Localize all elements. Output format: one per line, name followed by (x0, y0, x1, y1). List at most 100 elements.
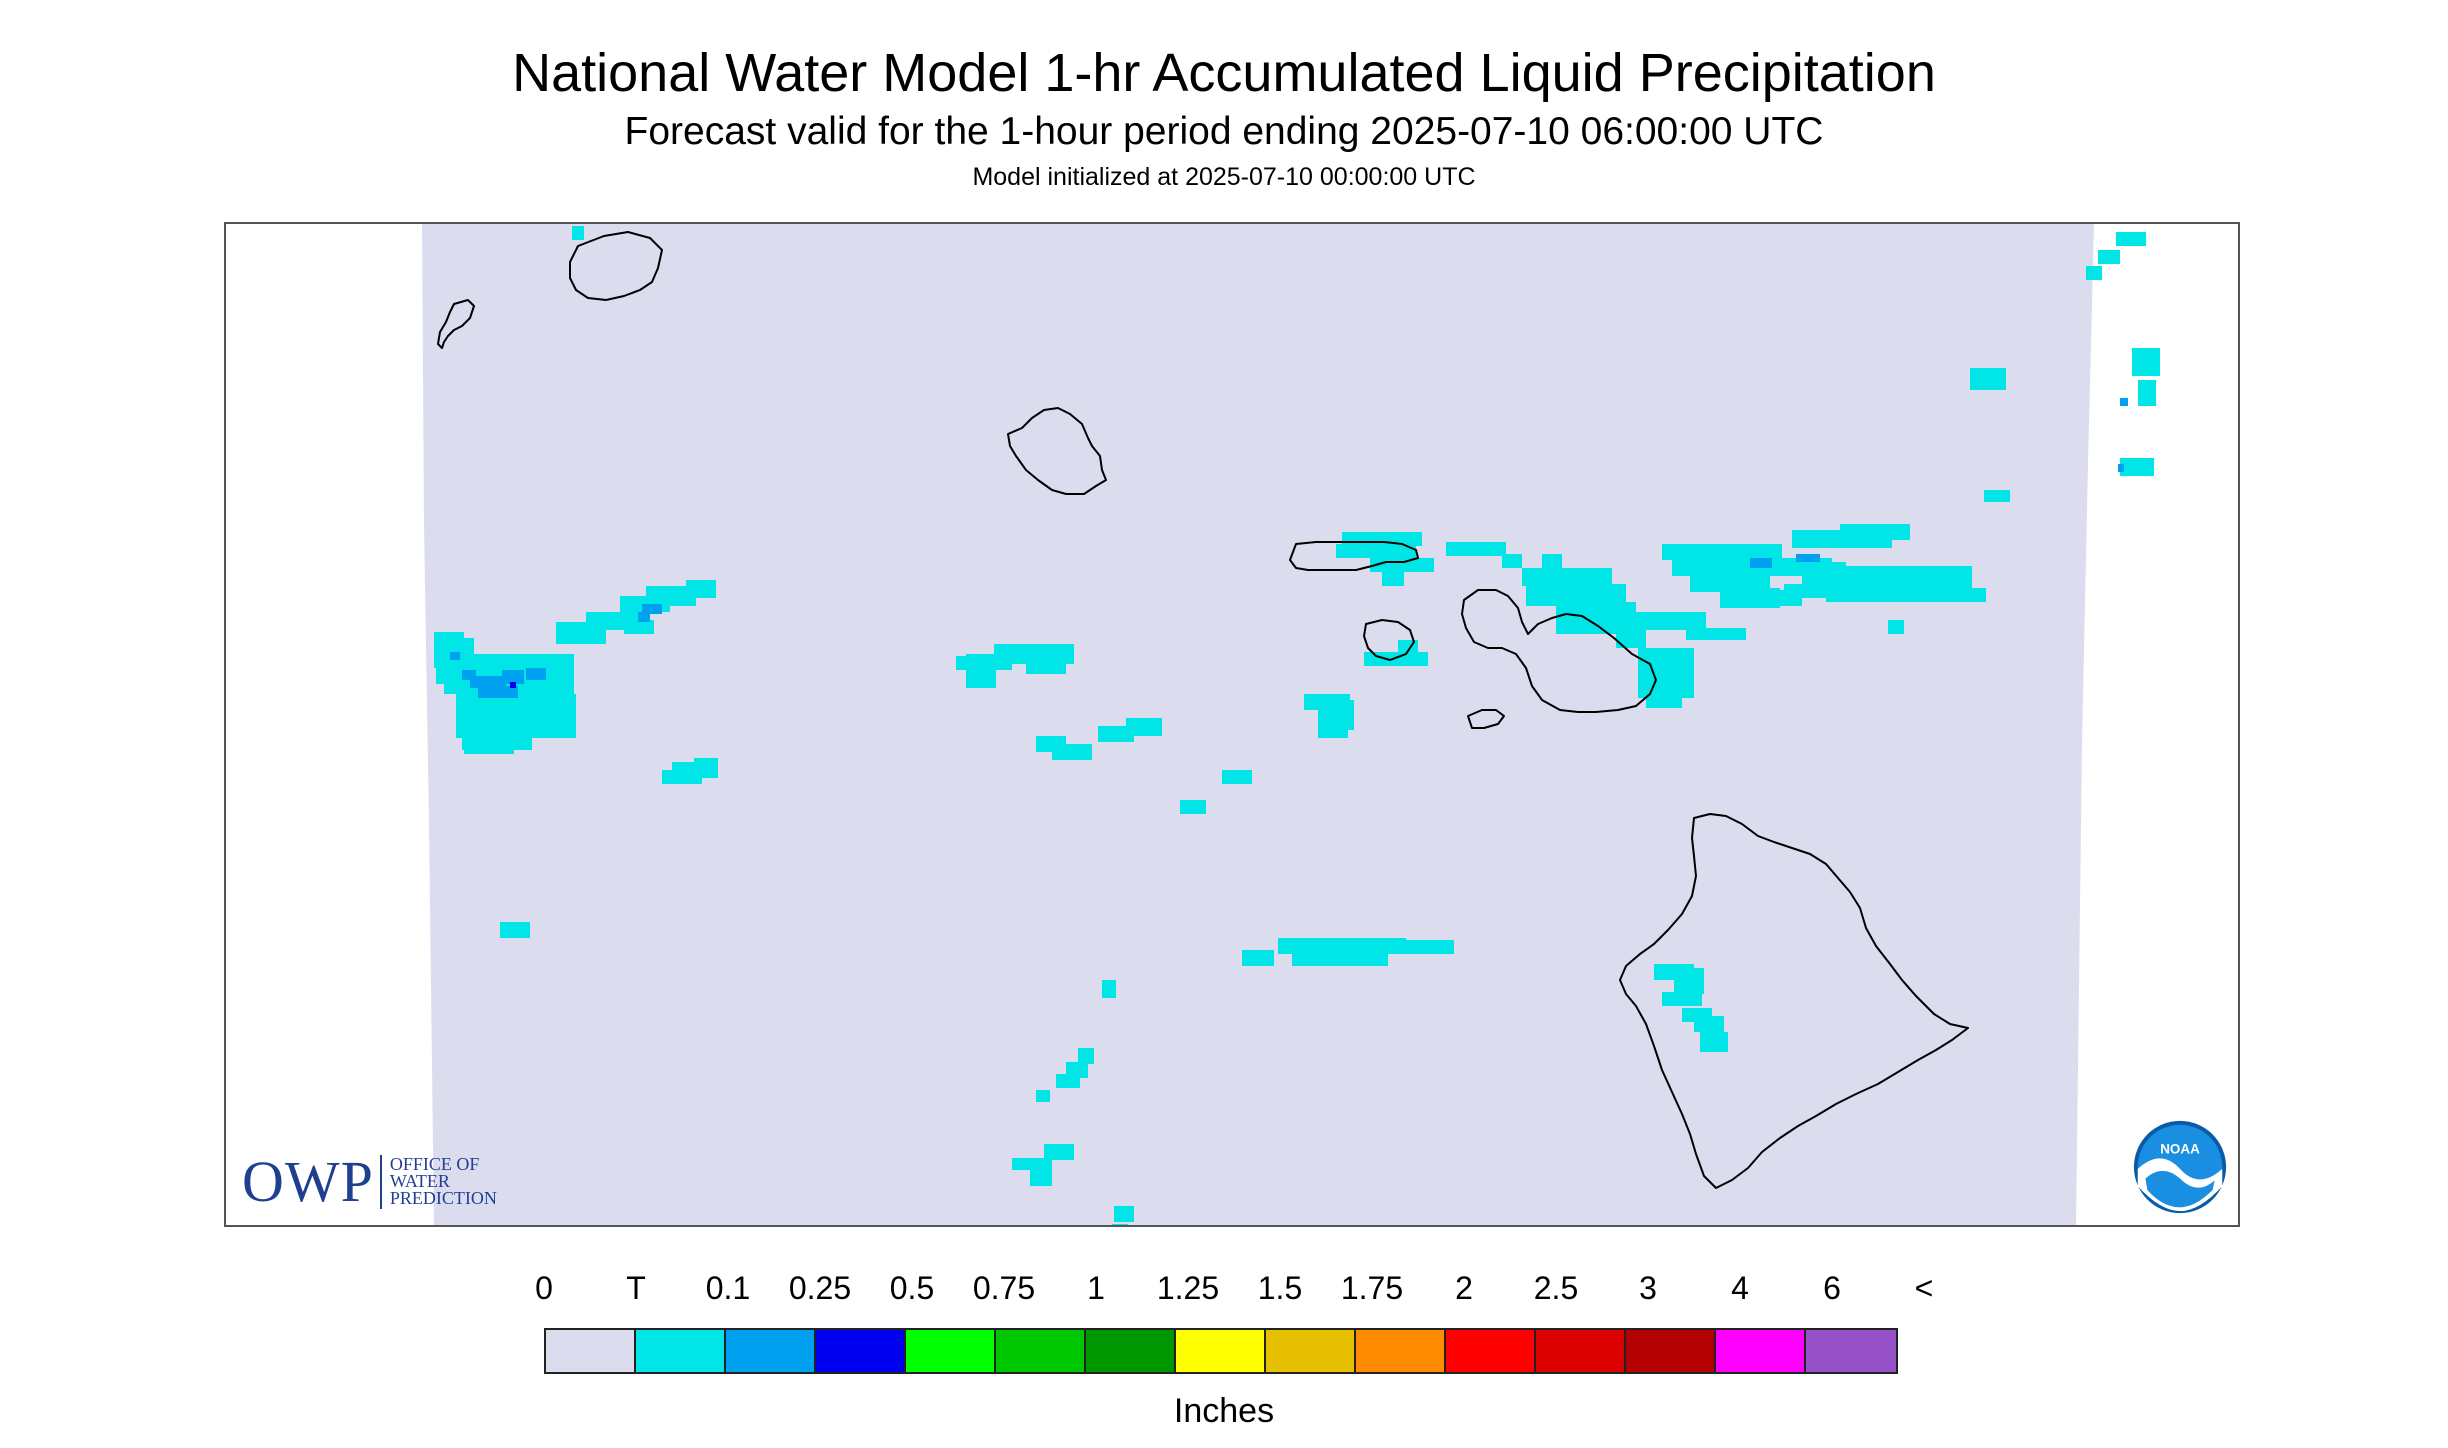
legend-swatch (1806, 1330, 1896, 1372)
island-coastlines (437, 231, 1969, 1189)
precip-cell-trace (1646, 694, 1682, 708)
precipitation-map: OWP OFFICE OF WATER PREDICTION NOAA (224, 222, 2240, 1227)
owp-logo-line-3: PREDICTION (389, 1188, 497, 1208)
precip-cell-trace (1026, 644, 1066, 674)
map-title: National Water Model 1-hr Accumulated Li… (512, 43, 1936, 103)
precip-cell-light (450, 652, 460, 660)
precip-cell-trace (1222, 770, 1252, 784)
precip-cell-trace (2086, 266, 2102, 280)
owp-logo: OWP OFFICE OF WATER PREDICTION (242, 1148, 497, 1215)
precip-cell-trace (1502, 554, 1522, 568)
precip-cell-trace (646, 586, 696, 606)
kahoolawe-coastline (1467, 709, 1505, 729)
precip-cell-trace (1056, 1074, 1080, 1088)
precip-cell-trace (1662, 544, 1782, 560)
legend-tick-label: < (1914, 1270, 1934, 1306)
legend-tick-label: 2 (1455, 1270, 1473, 1306)
precip-cell-trace (2132, 348, 2160, 376)
noaa-logo-text: NOAA (2160, 1142, 2200, 1157)
legend-tick-label: 0.5 (889, 1270, 935, 1306)
precip-cell-trace (1690, 574, 1770, 592)
precip-cell-trace (1036, 1090, 1050, 1102)
model-init-label: Model initialized at 2025-07-10 00:00:00… (972, 163, 1476, 191)
legend-tick-label: 0.25 (788, 1270, 852, 1306)
legend-tick-label: 0.1 (705, 1270, 751, 1306)
precip-cell-light (526, 668, 546, 680)
precip-cell-trace (1364, 652, 1428, 666)
legend-tick-label: 3 (1639, 1270, 1657, 1306)
legend-swatch (1356, 1330, 1446, 1372)
precip-cell-light (642, 604, 662, 614)
precip-cell-trace (1114, 1206, 1134, 1222)
precip-cell-moderate (510, 682, 516, 688)
precip-cell-trace (1690, 968, 1704, 982)
owp-logo-text: OFFICE OF WATER PREDICTION (389, 1155, 497, 1208)
legend-tick-label: 1.5 (1257, 1270, 1303, 1306)
noaa-logo: NOAA (2133, 1120, 2227, 1214)
legend-swatch (996, 1330, 1086, 1372)
precip-cell-trace (1336, 544, 1416, 558)
precip-cell-trace (1802, 566, 1972, 588)
precip-cell-trace (1078, 1048, 1094, 1064)
precip-cell-trace (1354, 940, 1454, 954)
precip-cell-trace (1098, 726, 1134, 742)
precip-cell-light (1796, 554, 1820, 562)
precip-cell-trace (2138, 380, 2156, 406)
legend-tick-label: 1.75 (1340, 1270, 1404, 1306)
legend-swatch (1536, 1330, 1626, 1372)
precip-cell-light (638, 612, 650, 622)
legend-unit-label: Inches (1173, 1392, 1275, 1430)
precip-cell-trace (1674, 980, 1704, 994)
precip-cell-trace (1654, 964, 1694, 980)
precip-cell-trace (444, 638, 474, 656)
owp-logo-divider (379, 1154, 382, 1209)
precip-cell-trace (2120, 458, 2154, 476)
map-canvas (422, 224, 2160, 1225)
precip-cell-trace (1662, 992, 1702, 1006)
precip-cell-trace (1636, 612, 1706, 630)
precip-cell-trace (2098, 250, 2120, 264)
legend-tick-label: 6 (1823, 1270, 1841, 1306)
legend-tick-label: 4 (1731, 1270, 1749, 1306)
precip-cell-trace (1694, 1016, 1724, 1032)
precip-cell-trace (1044, 1144, 1074, 1160)
precip-cell-trace (1242, 950, 1274, 966)
precip-cell-trace (1012, 1158, 1052, 1170)
precip-cell-trace (624, 620, 654, 634)
precip-cell-trace (500, 922, 530, 938)
precip-cell-trace (1370, 558, 1434, 572)
precip-cell-trace (686, 580, 716, 598)
precip-cell-light (1750, 558, 1772, 568)
precip-cell-trace (1542, 554, 1562, 568)
precip-cell-trace (1126, 718, 1162, 736)
molokai-coastline (1289, 541, 1419, 571)
precip-cell-trace (1700, 1032, 1728, 1052)
model-domain (422, 224, 2094, 1225)
legend-swatch (546, 1330, 636, 1372)
legend-swatch (1266, 1330, 1356, 1372)
legend-tick-label: T (626, 1270, 646, 1306)
hawaii-coastline (1619, 813, 1969, 1189)
precipitation-legend: 0 T 0.1 0.25 0.5 0.75 1 1.25 1.5 1.75 2 2.5 3 4 6 < (535, 1270, 1933, 1374)
precip-cell-trace (1112, 1224, 1128, 1225)
legend-swatch (816, 1330, 906, 1372)
legend-swatch (726, 1330, 816, 1372)
precip-cell-trace (1526, 584, 1626, 606)
precip-cell-trace (1888, 620, 1904, 634)
precip-cell-trace (1840, 524, 1910, 540)
precip-cell-trace (464, 724, 514, 754)
owp-logo-mark: OWP (242, 1149, 374, 1214)
legend-tick-label: 0.75 (972, 1270, 1036, 1306)
precip-cell-trace (1180, 800, 1206, 814)
legend-tick-label: 0 (535, 1270, 553, 1306)
oahu-coastline (1007, 407, 1107, 495)
precip-cell-trace (1102, 980, 1116, 998)
precip-cell-trace (1446, 542, 1506, 556)
maui-coastline (1461, 589, 1657, 713)
niihau-coastline (437, 299, 475, 349)
legend-tick-label: 1 (1087, 1270, 1105, 1306)
precip-cell-trace (2116, 232, 2146, 246)
legend-swatch (1086, 1330, 1176, 1372)
map-subtitle: Forecast valid for the 1-hour period end… (624, 110, 1824, 153)
precip-cell-light (462, 670, 476, 680)
